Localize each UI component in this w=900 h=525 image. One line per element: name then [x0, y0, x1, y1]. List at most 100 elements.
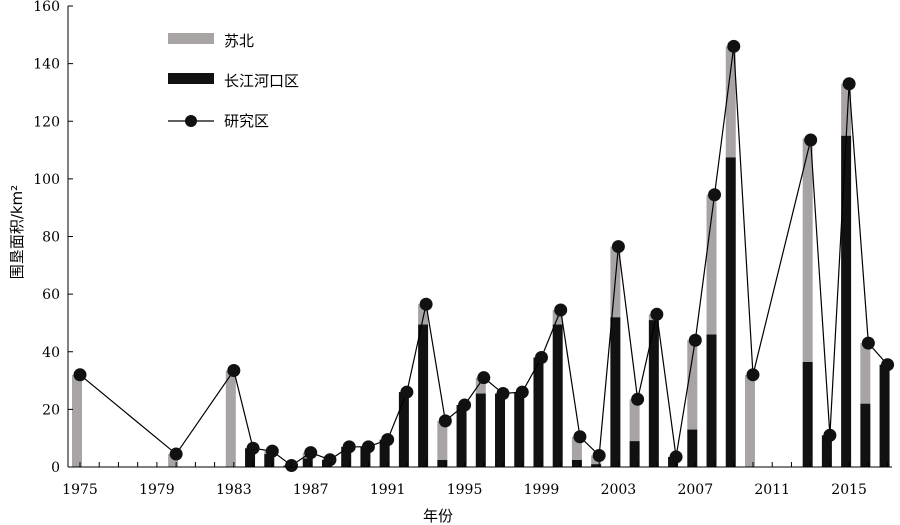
bar-subei: [802, 138, 813, 362]
x-tick-label: 2007: [677, 482, 713, 498]
x-tick-label: 2015: [831, 482, 867, 498]
bar-changjiang: [475, 393, 486, 467]
y-tick-label: 140: [33, 57, 60, 73]
total-series-point: [804, 133, 818, 147]
bar-subei: [168, 454, 179, 467]
total-series-point: [611, 240, 625, 254]
total-series-point: [534, 351, 548, 365]
legend: 苏北 长江河口区 研究区: [168, 32, 299, 130]
total-series-point: [650, 307, 664, 321]
x-tick-label: 1975: [62, 482, 98, 498]
y-tick-label: 160: [33, 0, 60, 15]
x-tick-label: 1979: [139, 482, 175, 498]
y-tick-label: 40: [42, 345, 60, 361]
bar-subei: [437, 420, 448, 460]
total-series-point: [323, 453, 337, 467]
x-tick-label: 1987: [293, 482, 329, 498]
bar-changjiang: [841, 135, 852, 467]
legend-label-changjiang: 长江河口区: [224, 72, 299, 90]
ticks-layer: 0 20 40 60 80 100 120 140 160 1975 1979 1983 1987 199…: [33, 0, 889, 498]
total-series-point: [515, 385, 529, 399]
total-series-point: [823, 428, 837, 442]
total-series-point: [631, 392, 645, 406]
x-tick-label: 1983: [216, 482, 252, 498]
total-series-point: [246, 441, 260, 455]
bar-subei: [418, 304, 429, 325]
bar-changjiang: [860, 403, 871, 467]
bar-subei: [706, 194, 717, 335]
total-series-point: [727, 39, 741, 53]
x-tick-label: 2011: [754, 482, 790, 498]
total-series-point: [400, 385, 414, 399]
total-series-point: [746, 368, 760, 382]
x-tick-label: 2003: [601, 482, 637, 498]
total-series-point: [342, 440, 356, 454]
bar-changjiang: [648, 320, 659, 467]
total-series-point: [842, 77, 856, 91]
total-series-point: [381, 433, 395, 447]
y-axis-title: 围垦面积/km²: [8, 185, 26, 279]
bar-changjiang: [437, 459, 448, 467]
x-tick-label: 1995: [447, 482, 483, 498]
bar-changjiang: [725, 157, 736, 467]
total-series-point: [361, 440, 375, 454]
total-series-point: [496, 387, 510, 401]
bar-changjiang: [341, 446, 352, 467]
total-series-point: [592, 448, 606, 462]
bar-changjiang: [802, 361, 813, 467]
bar-changjiang: [610, 317, 621, 467]
bar-subei: [725, 46, 736, 158]
total-series-point: [688, 333, 702, 347]
bar-changjiang: [571, 459, 582, 467]
bar-changjiang: [879, 364, 890, 467]
y-tick-label: 0: [51, 460, 60, 476]
bar-changjiang: [245, 448, 256, 467]
total-series-point: [861, 336, 875, 350]
total-series-point: [227, 363, 241, 377]
bar-subei: [225, 370, 236, 467]
legend-marker-total: [185, 115, 197, 127]
bar-changjiang: [514, 392, 525, 467]
bar-subei: [629, 399, 640, 442]
bar-changjiang: [591, 464, 602, 467]
total-series-point: [669, 450, 683, 464]
legend-label-subei: 苏北: [224, 32, 254, 50]
x-tick-label: 1999: [524, 482, 560, 498]
bar-changjiang: [418, 324, 429, 467]
total-series-point: [477, 371, 491, 385]
bar-changjiang: [629, 441, 640, 467]
total-series-point: [169, 447, 183, 461]
bar-subei: [571, 436, 582, 460]
bar-changjiang: [302, 458, 313, 467]
x-tick-label: 1991: [370, 482, 406, 498]
bar-changjiang: [360, 446, 371, 467]
bar-changjiang: [456, 405, 467, 467]
bar-changjiang: [552, 324, 563, 467]
x-axis-title: 年份: [423, 507, 453, 525]
total-series-point: [265, 444, 279, 458]
legend-swatch-changjiang: [168, 73, 214, 84]
y-tick-label: 60: [42, 287, 60, 303]
bar-subei: [841, 83, 852, 136]
y-tick-label: 100: [33, 172, 60, 188]
bar-changjiang: [706, 334, 717, 467]
total-series-point: [419, 297, 433, 311]
total-series-point: [304, 446, 318, 460]
total-series-point: [573, 430, 587, 444]
total-series-point: [708, 188, 722, 202]
bar-subei: [860, 343, 871, 404]
bar-changjiang: [264, 454, 275, 467]
bar-changjiang: [495, 393, 506, 467]
total-series-point: [458, 398, 472, 412]
y-tick-label: 20: [42, 402, 60, 418]
bar-changjiang: [379, 439, 390, 467]
total-line-layer: [73, 39, 895, 473]
bar-changjiang: [821, 435, 832, 467]
bar-subei: [687, 340, 698, 430]
total-series-point: [554, 303, 568, 317]
bar-subei: [744, 374, 755, 467]
total-series-point: [881, 358, 895, 372]
bar-changjiang: [398, 392, 409, 467]
bar-changjiang: [533, 357, 544, 467]
